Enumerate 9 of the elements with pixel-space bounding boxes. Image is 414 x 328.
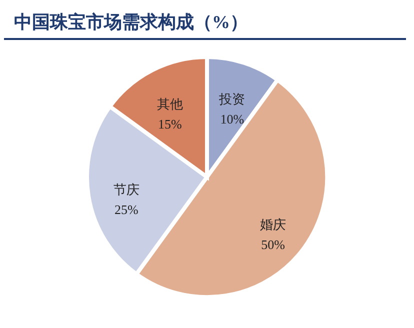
data-label: 10% — [220, 111, 244, 126]
slice-label: 投资 — [218, 91, 246, 106]
data-label: 50% — [261, 236, 286, 252]
slice-label: 节庆 — [113, 182, 140, 197]
slice-label: 其他 — [156, 96, 183, 112]
data-label: 15% — [158, 116, 182, 132]
slice-label: 婚庆 — [260, 216, 286, 232]
chart-title: 中国珠宝市场需求构成（%） — [4, 0, 406, 40]
data-label: 25% — [114, 202, 138, 217]
